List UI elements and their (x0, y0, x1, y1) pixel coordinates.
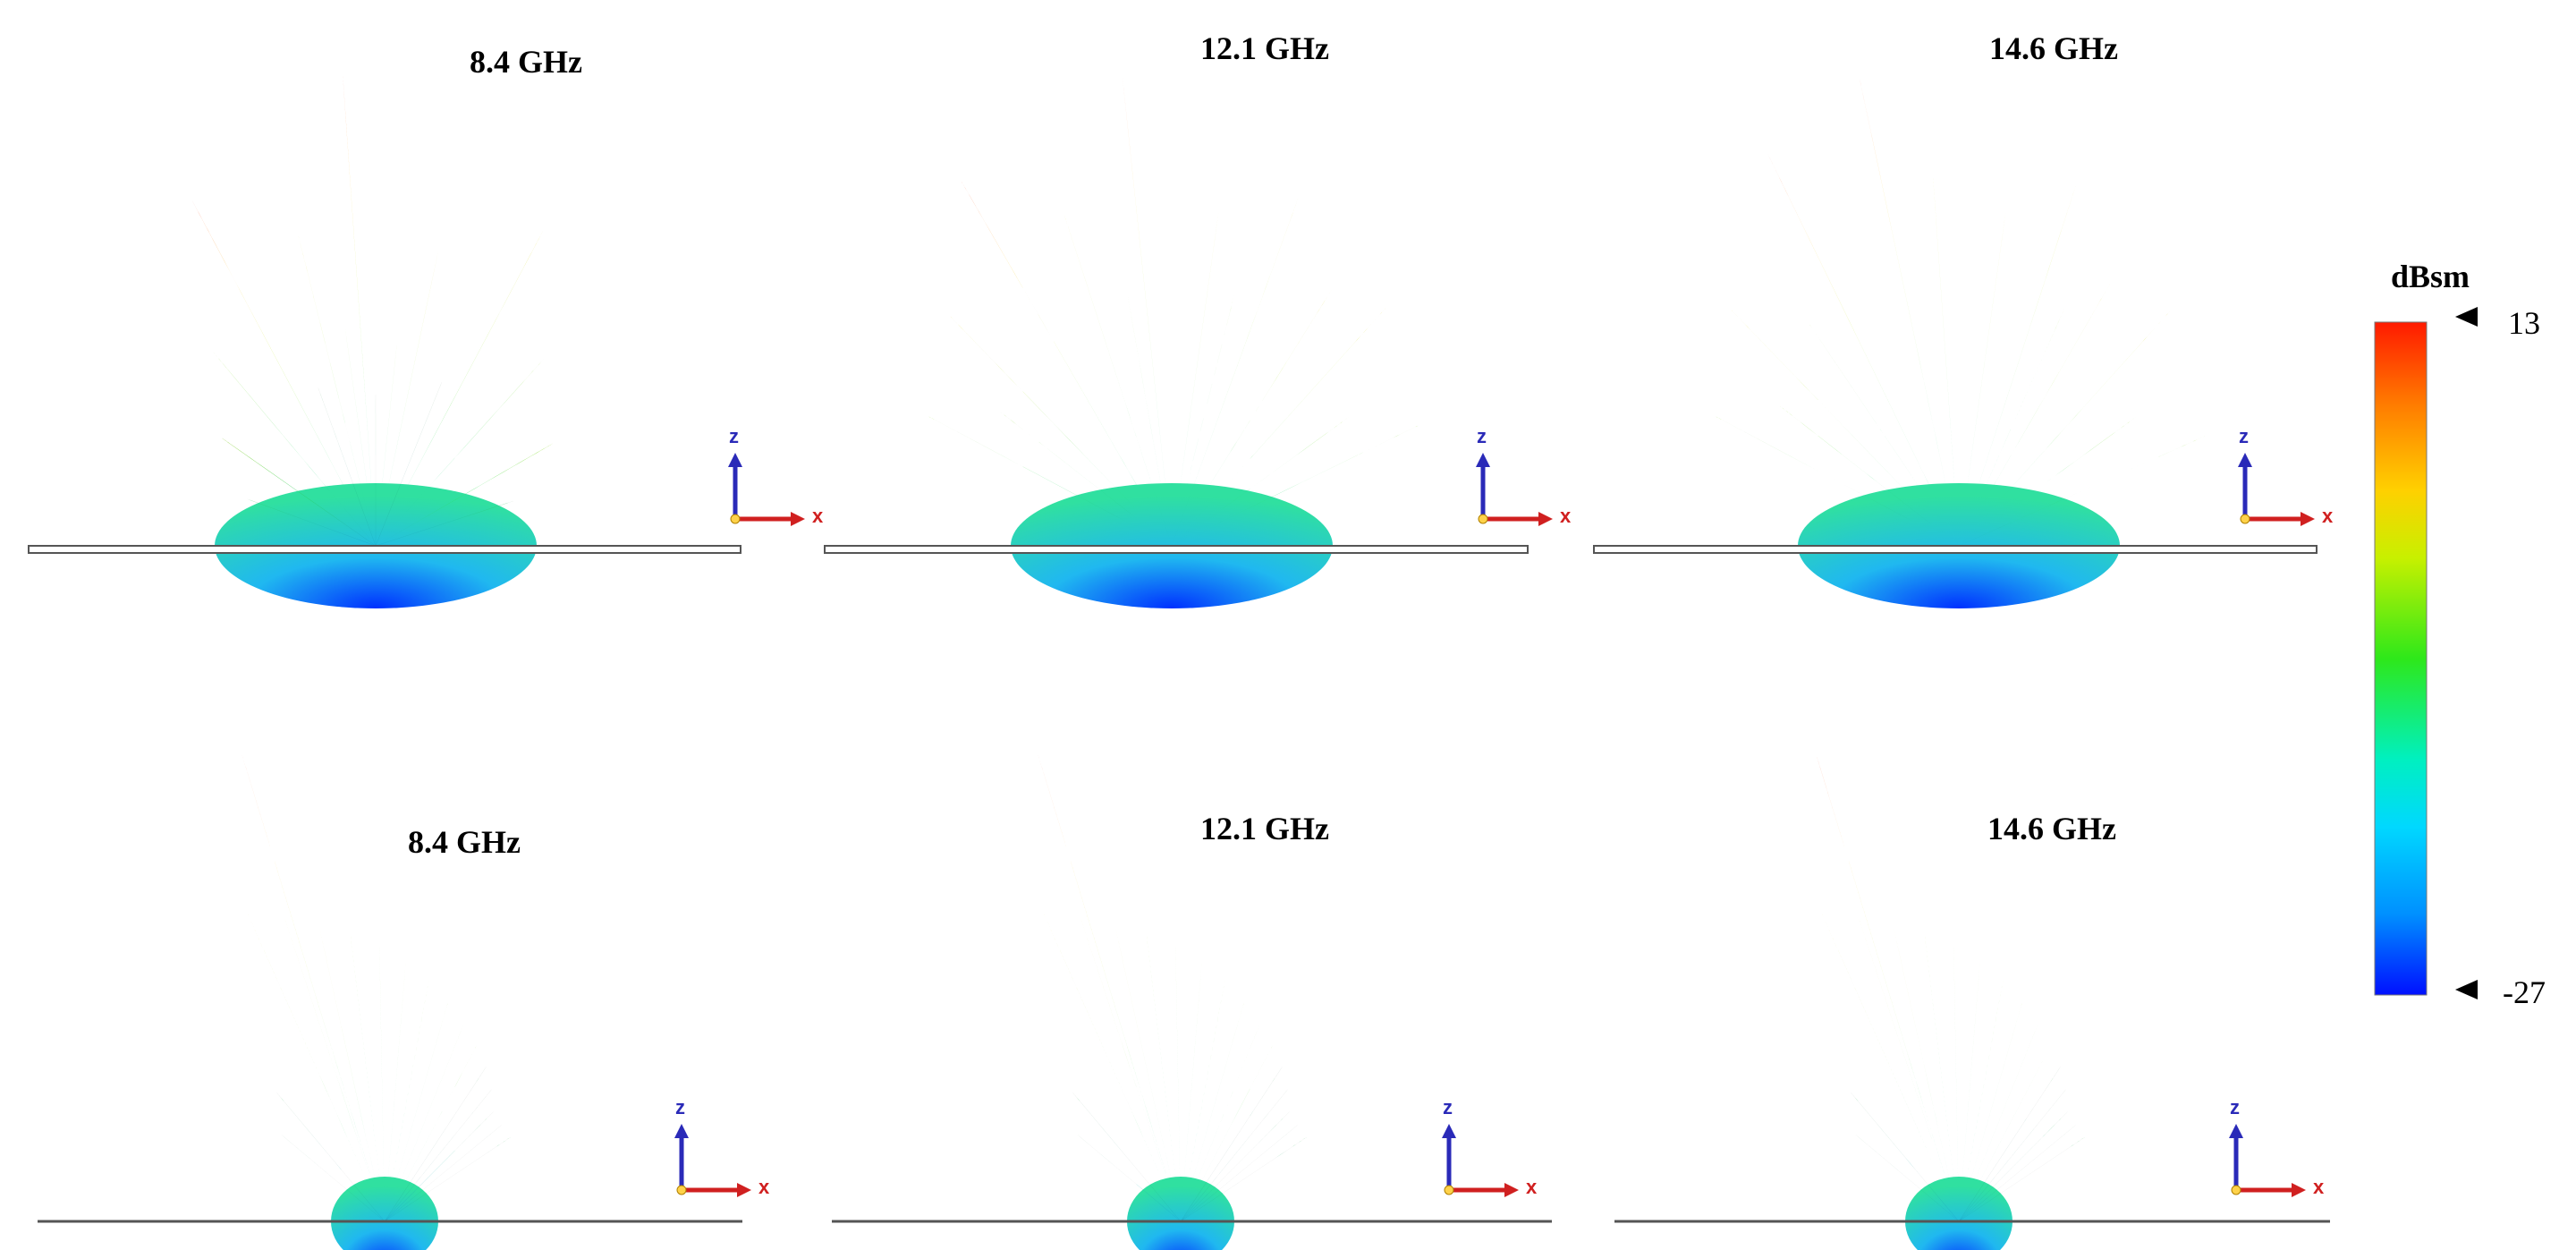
z-arrow-icon (1476, 453, 1490, 467)
z-axis-label: z (2239, 425, 2249, 447)
ground-plane (28, 545, 741, 554)
pattern-lobe (385, 1044, 478, 1221)
x-arrow-icon (1538, 512, 1553, 526)
pattern-base (1127, 1177, 1234, 1250)
frequency-label: 8.4 GHz (470, 44, 582, 80)
x-arrow-icon (737, 1183, 751, 1197)
pattern-lobe (385, 1090, 492, 1221)
pattern-lobe (1959, 1137, 2085, 1221)
pattern-lobe (1959, 1090, 2066, 1221)
pattern-lobe (1080, 916, 1181, 1221)
pattern-lobe (1959, 1111, 2068, 1221)
x-arrow-icon (2301, 512, 2315, 526)
pattern-panel-bottom-1 (38, 755, 751, 1250)
pattern-panel-top-2 (825, 77, 1553, 608)
pattern-lobe (284, 916, 385, 1221)
pattern-lobe (1767, 153, 1959, 546)
z-axis-label: z (729, 425, 739, 447)
ground-plane (1593, 545, 2318, 554)
pattern-lobe (276, 1093, 385, 1221)
x-axis-label: x (2313, 1176, 2325, 1198)
frequency-label: 8.4 GHz (408, 824, 521, 860)
axis-triad (728, 453, 805, 526)
z-arrow-icon (728, 453, 742, 467)
frequency-label: 14.6 GHz (1987, 811, 2116, 846)
frequency-label: 12.1 GHz (1200, 811, 1329, 846)
pattern-panel-bottom-3 (1614, 755, 2330, 1250)
z-arrow-icon (2238, 453, 2252, 467)
pattern-lobe (1959, 1125, 2076, 1221)
x-arrow-icon (791, 512, 805, 526)
z-arrow-icon (1442, 1124, 1456, 1138)
z-axis-label: z (2230, 1096, 2240, 1118)
z-axis-label: z (1443, 1096, 1453, 1118)
axis-triad (1442, 1124, 1519, 1197)
pattern-lobe (385, 1125, 502, 1221)
pattern-panel-bottom-2 (832, 755, 1552, 1250)
pattern-lobe (1181, 1067, 1283, 1221)
x-arrow-icon (2292, 1183, 2306, 1197)
pattern-lobe (1181, 1111, 1290, 1221)
x-axis-label: x (812, 505, 824, 527)
pattern-base (1905, 1177, 2012, 1250)
pattern-lobe (1959, 1044, 2052, 1221)
colorbar-min-label: -27 (2503, 974, 2546, 1010)
x-axis-label: x (1560, 505, 1572, 527)
pattern-lobe (385, 1067, 487, 1221)
pattern-lobe (1817, 755, 1959, 1221)
z-arrow-icon (674, 1124, 689, 1138)
pattern-lobe (962, 182, 1172, 546)
pattern-lobe (1044, 914, 1181, 1221)
axis-triad (1476, 453, 1553, 526)
pattern-lobe (282, 1135, 385, 1221)
colorbar-max-label: 13 (2508, 305, 2540, 341)
pattern-lobe (1181, 1125, 1298, 1221)
colorbar-unit-label: dBsm (2391, 259, 2470, 294)
pattern-lobe (385, 1137, 511, 1221)
axis-triad (674, 1124, 751, 1197)
pattern-lobe (191, 200, 376, 546)
colorbar-min-marker (2455, 980, 2478, 999)
pattern-base (331, 1177, 438, 1250)
pattern-lobe (242, 755, 385, 1221)
ground-plane (824, 545, 1529, 554)
axis-triad (2238, 453, 2315, 526)
pattern-panel-top-3 (1594, 77, 2317, 608)
colorbar-max-marker (2455, 307, 2478, 327)
pattern-lobe (1181, 1044, 1274, 1221)
frequency-label: 12.1 GHz (1200, 30, 1329, 66)
pattern-lobe (1114, 923, 1181, 1221)
pattern-lobe (1123, 77, 1172, 546)
pattern-lobe (1856, 1135, 1959, 1221)
z-arrow-icon (2229, 1124, 2243, 1138)
pattern-lobe (248, 914, 385, 1221)
pattern-lobe (1181, 1090, 1288, 1221)
pattern-lobe (343, 76, 376, 546)
x-arrow-icon (1504, 1183, 1519, 1197)
pattern-lobe (1893, 923, 1959, 1221)
x-axis-label: x (1526, 1176, 1538, 1198)
pattern-lobe (1078, 1135, 1181, 1221)
axis-triad (2229, 1124, 2306, 1197)
x-axis-label: x (2322, 505, 2334, 527)
frequency-label: 14.6 GHz (1989, 30, 2118, 66)
pattern-lobe (318, 923, 385, 1221)
pattern-lobe (1038, 755, 1181, 1221)
pattern-panel-top-1 (29, 76, 805, 608)
x-axis-label: x (758, 1176, 770, 1198)
pattern-lobe (1858, 916, 1959, 1221)
pattern-lobe (1822, 914, 1959, 1221)
z-axis-label: z (675, 1096, 685, 1118)
pattern-lobe (1860, 77, 1959, 546)
pattern-lobe (1072, 1093, 1181, 1221)
pattern-lobe (1959, 1067, 2061, 1221)
colorbar (2374, 321, 2428, 996)
pattern-lobe (1181, 1137, 1307, 1221)
pattern-lobe (385, 1111, 494, 1221)
pattern-lobe (1851, 1093, 1959, 1221)
z-axis-label: z (1477, 425, 1487, 447)
